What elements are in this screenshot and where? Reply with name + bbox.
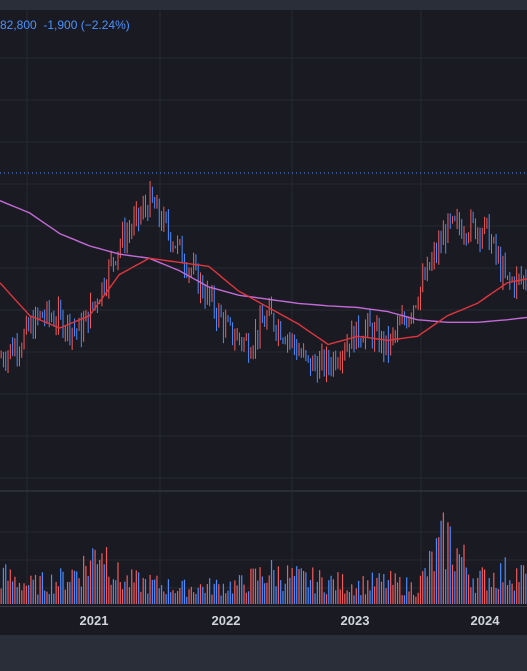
x-tick-label: 2024 [470, 613, 500, 628]
bottom-strip [0, 635, 527, 671]
price-legend: 82,800 -1,900 (−2.24%) [0, 18, 130, 32]
ma-short-line [0, 257, 527, 346]
legend-price: 82,800 [0, 18, 37, 32]
time-axis[interactable] [0, 606, 527, 635]
x-tick-label: 2021 [79, 613, 109, 628]
legend-change-pct: (−2.24%) [80, 18, 130, 32]
x-tick-label: 2023 [340, 613, 370, 628]
top-toolbar-strip [0, 0, 527, 10]
x-tick-label: 2022 [211, 613, 241, 628]
legend-change: -1,900 [43, 18, 78, 32]
